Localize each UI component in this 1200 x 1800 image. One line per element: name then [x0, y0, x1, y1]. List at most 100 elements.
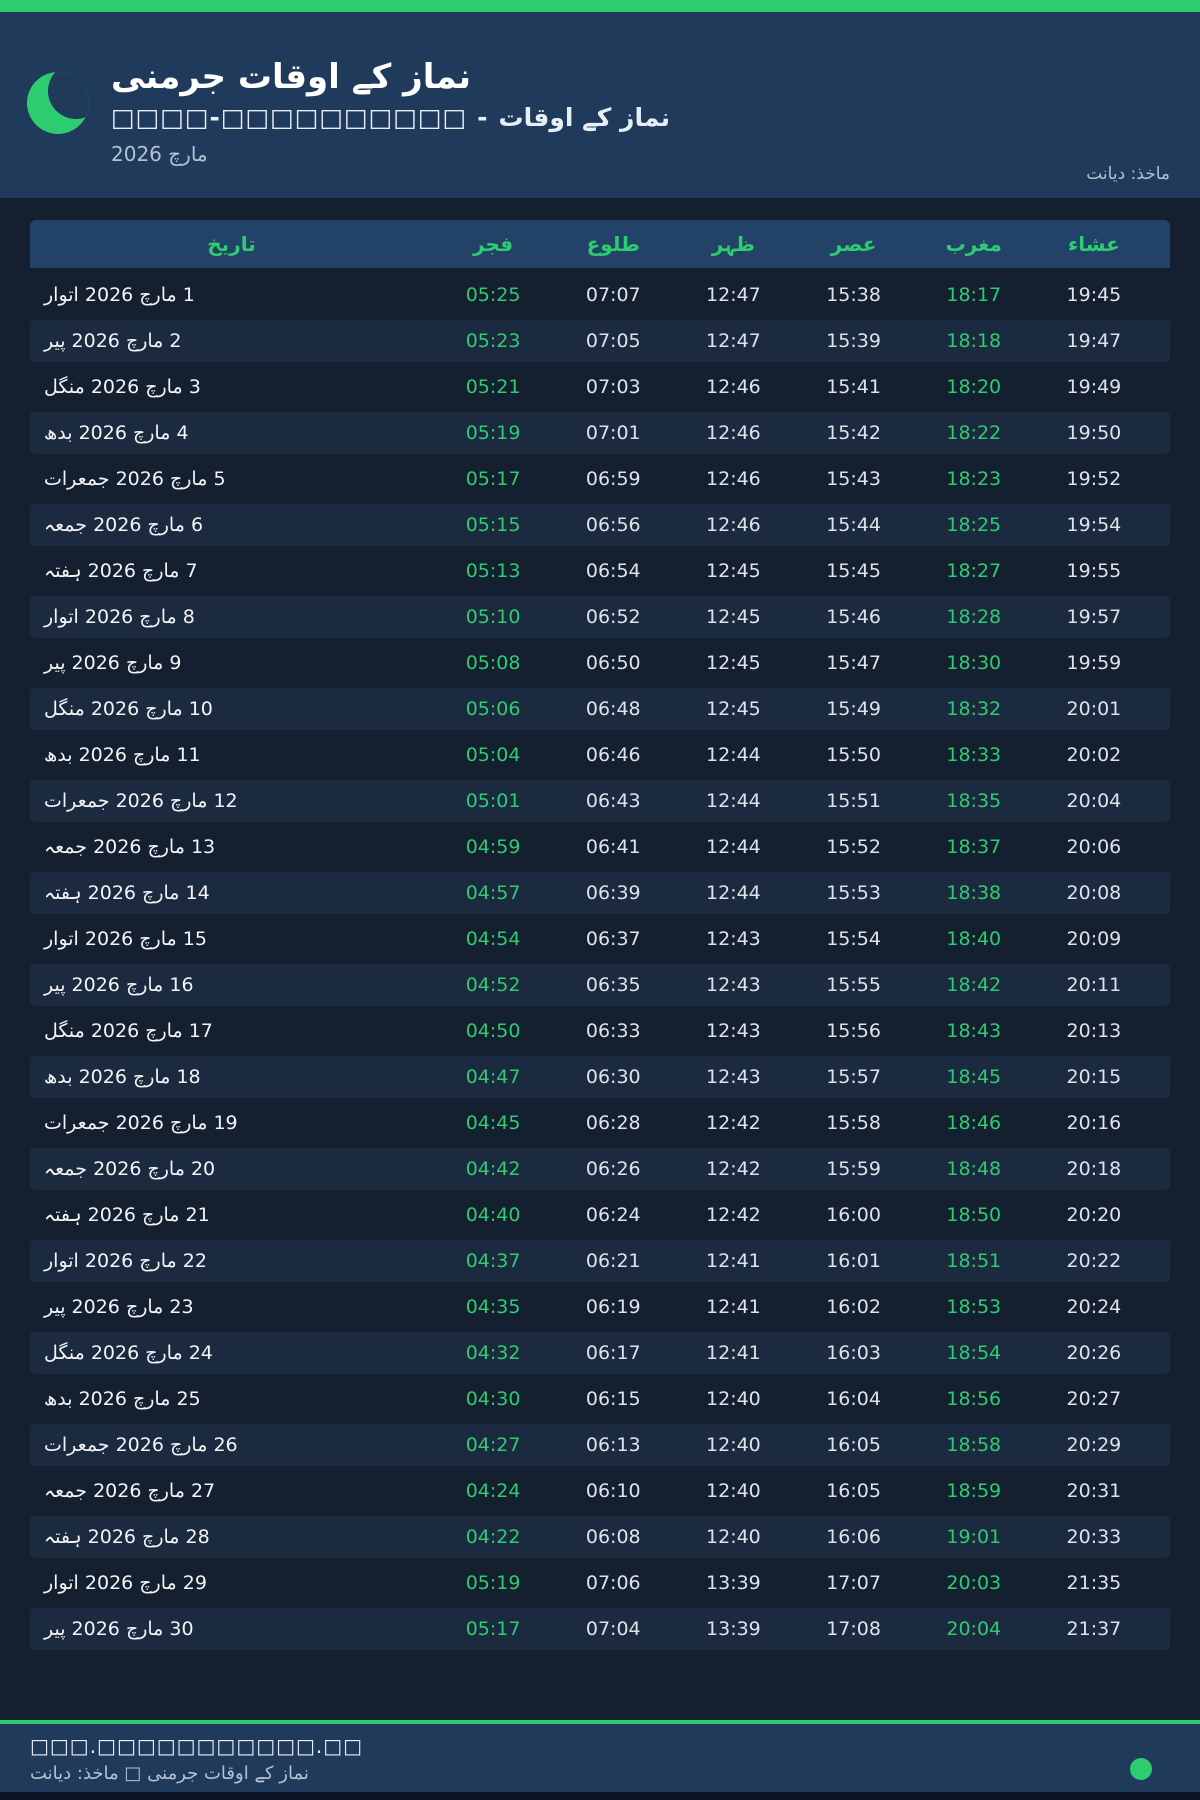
cell-maghrib: 18:17	[946, 284, 1002, 306]
cell-asr: 15:58	[826, 1112, 881, 1134]
cell-sunrise: 06:50	[585, 652, 641, 674]
cell-isha: 21:37	[1066, 1618, 1122, 1640]
cell-zuhr: 12:45	[706, 652, 761, 674]
cell-asr: 16:01	[826, 1250, 881, 1272]
cell-isha: 19:49	[1066, 376, 1122, 398]
cell-asr: 16:05	[826, 1480, 881, 1502]
cell-asr: 15:43	[826, 468, 881, 490]
cell-maghrib: 18:46	[946, 1112, 1002, 1134]
cell-fajr: 05:19	[465, 1572, 521, 1594]
cell-isha: 19:50	[1066, 422, 1122, 444]
cell-date: 13 مارچ 2026 جمعہ	[44, 836, 216, 858]
cell-maghrib: 18:28	[946, 606, 1002, 628]
cell-zuhr: 12:42	[706, 1158, 761, 1180]
table-row: 6 مارچ 2026 جمعہ 05:15 06:56 12:46 15:44…	[30, 504, 1170, 546]
column-header-fajr: فجر	[473, 232, 514, 256]
table-row: 12 مارچ 2026 جمعرات 05:01 06:43 12:44 15…	[30, 780, 1170, 822]
cell-asr: 16:05	[826, 1434, 881, 1456]
cell-fajr: 04:40	[465, 1204, 521, 1226]
cell-sunrise: 06:28	[585, 1112, 641, 1134]
cell-isha: 20:26	[1066, 1342, 1122, 1364]
column-header-date: تاریخ	[207, 232, 256, 256]
cell-fajr: 05:17	[465, 1618, 521, 1640]
cell-date: 5 مارچ 2026 جمعرات	[44, 468, 226, 490]
cell-date: 10 مارچ 2026 منگل	[44, 698, 213, 720]
table-row: 3 مارچ 2026 منگل 05:21 07:03 12:46 15:41…	[30, 366, 1170, 408]
table-row: 25 مارچ 2026 بدھ 04:30 06:15 12:40 16:04…	[30, 1378, 1170, 1420]
cell-fajr: 04:57	[465, 882, 521, 904]
cell-sunrise: 07:01	[585, 422, 641, 444]
cell-zuhr: 12:46	[706, 376, 761, 398]
cell-maghrib: 18:27	[946, 560, 1002, 582]
table-row: 8 مارچ 2026 اتوار 05:10 06:52 12:45 15:4…	[30, 596, 1170, 638]
table-row: 15 مارچ 2026 اتوار 04:54 06:37 12:43 15:…	[30, 918, 1170, 960]
cell-fajr: 05:17	[465, 468, 521, 490]
cell-maghrib: 20:03	[946, 1572, 1002, 1594]
table-row: 21 مارچ 2026 ہفتہ 04:40 06:24 12:42 16:0…	[30, 1194, 1170, 1236]
cell-maghrib: 20:04	[946, 1618, 1002, 1640]
cell-date: 27 مارچ 2026 جمعہ	[44, 1480, 216, 1502]
bottom-strip	[0, 1792, 1200, 1800]
cell-asr: 15:53	[826, 882, 881, 904]
cell-asr: 16:03	[826, 1342, 881, 1364]
table-row: 10 مارچ 2026 منگل 05:06 06:48 12:45 15:4…	[30, 688, 1170, 730]
cell-asr: 16:06	[826, 1526, 881, 1548]
cell-sunrise: 07:04	[585, 1618, 641, 1640]
column-header-sunrise: طلوع	[586, 232, 640, 256]
cell-sunrise: 07:06	[585, 1572, 641, 1594]
cell-date: 23 مارچ 2026 پیر	[44, 1296, 194, 1318]
cell-date: 24 مارچ 2026 منگل	[44, 1342, 213, 1364]
cell-maghrib: 18:50	[946, 1204, 1002, 1226]
cell-sunrise: 07:05	[585, 330, 641, 352]
cell-isha: 19:54	[1066, 514, 1122, 536]
crescent-moon-icon	[27, 72, 89, 134]
cell-fajr: 05:01	[465, 790, 521, 812]
page-footer: □□□.□□□□□□□□□□□.□□ نماز کے اوقات جرمنی □…	[0, 1720, 1200, 1800]
cell-isha: 20:01	[1066, 698, 1122, 720]
cell-date: 6 مارچ 2026 جمعہ	[44, 514, 204, 536]
cell-zuhr: 12:45	[706, 606, 761, 628]
cell-asr: 15:42	[826, 422, 881, 444]
cell-date: 9 مارچ 2026 پیر	[44, 652, 182, 674]
table-row: 19 مارچ 2026 جمعرات 04:45 06:28 12:42 15…	[30, 1102, 1170, 1144]
cell-zuhr: 12:40	[706, 1434, 761, 1456]
cell-date: 17 مارچ 2026 منگل	[44, 1020, 213, 1042]
cell-isha: 19:59	[1066, 652, 1122, 674]
subtitle-separator: -	[477, 103, 489, 133]
column-header-asr: عصر	[830, 232, 877, 256]
cell-date: 12 مارچ 2026 جمعرات	[44, 790, 238, 812]
cell-maghrib: 18:20	[946, 376, 1002, 398]
cell-fajr: 04:42	[465, 1158, 521, 1180]
cell-zuhr: 12:40	[706, 1388, 761, 1410]
cell-zuhr: 12:40	[706, 1480, 761, 1502]
cell-zuhr: 12:41	[706, 1296, 761, 1318]
table-row: 4 مارچ 2026 بدھ 05:19 07:01 12:46 15:42 …	[30, 412, 1170, 454]
cell-fajr: 05:23	[465, 330, 521, 352]
cell-fajr: 04:37	[465, 1250, 521, 1272]
cell-asr: 15:59	[826, 1158, 881, 1180]
cell-isha: 20:06	[1066, 836, 1122, 858]
cell-zuhr: 12:42	[706, 1112, 761, 1134]
cell-isha: 20:24	[1066, 1296, 1122, 1318]
cell-fajr: 04:45	[465, 1112, 521, 1134]
cell-sunrise: 06:24	[585, 1204, 641, 1226]
cell-date: 21 مارچ 2026 ہفتہ	[44, 1204, 210, 1226]
cell-maghrib: 18:59	[946, 1480, 1002, 1502]
page-title: نماز کے اوقات جرمنی	[111, 57, 472, 97]
cell-zuhr: 12:41	[706, 1342, 761, 1364]
cell-maghrib: 18:54	[946, 1342, 1002, 1364]
column-header-zuhr: ظہر	[711, 232, 755, 256]
cell-maghrib: 18:42	[946, 974, 1002, 996]
cell-fajr: 04:35	[465, 1296, 521, 1318]
column-header-isha: عشاء	[1068, 232, 1120, 256]
cell-fajr: 05:19	[465, 422, 521, 444]
cell-fajr: 04:50	[465, 1020, 521, 1042]
subtitle-label: نماز کے اوقات	[498, 103, 670, 133]
table-row: 14 مارچ 2026 ہفتہ 04:57 06:39 12:44 15:5…	[30, 872, 1170, 914]
cell-isha: 20:08	[1066, 882, 1122, 904]
table-row: 1 مارچ 2026 اتوار 05:25 07:07 12:47 15:3…	[30, 274, 1170, 316]
cell-fajr: 04:52	[465, 974, 521, 996]
cell-isha: 20:18	[1066, 1158, 1122, 1180]
cell-sunrise: 06:56	[585, 514, 641, 536]
cell-isha: 20:22	[1066, 1250, 1122, 1272]
